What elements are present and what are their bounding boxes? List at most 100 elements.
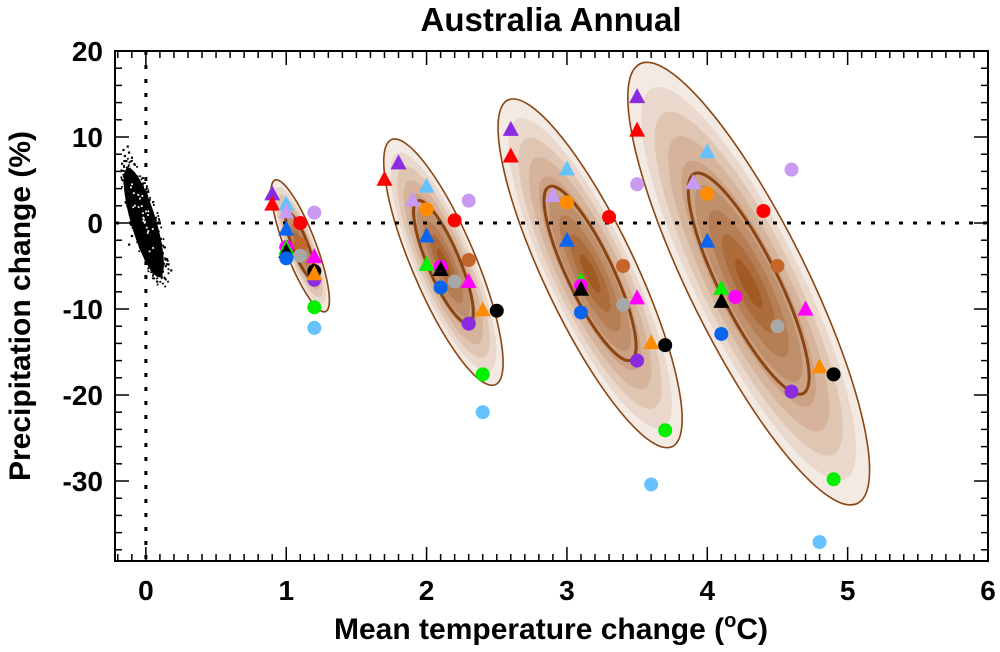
x-tick-label: 1 [278, 575, 294, 606]
chart-title: Australia Annual [421, 1, 682, 38]
triangle-marker-magenta [460, 273, 477, 289]
control-point [149, 268, 153, 271]
control-point [148, 198, 152, 202]
triangle-marker-magenta [306, 248, 323, 264]
x-tick-label: 4 [700, 575, 716, 606]
triangle-marker-purple [264, 185, 281, 201]
control-point [155, 272, 158, 275]
ellipse-outer-contour [497, 98, 683, 449]
circle-marker-lavender [630, 177, 645, 192]
control-point [162, 238, 165, 241]
triangle-marker-red [502, 147, 519, 163]
control-point [127, 178, 130, 181]
control-outlier-point [122, 148, 125, 152]
circle-marker-red [602, 209, 617, 224]
circle-marker-green [307, 300, 322, 315]
triangle-marker-lightblue [699, 143, 716, 159]
control-point [136, 175, 139, 178]
control-point [136, 241, 139, 244]
triangle-marker-lavender [544, 187, 561, 203]
control-point [141, 176, 144, 180]
circle-marker-brown [770, 259, 785, 274]
control-point [163, 277, 166, 280]
control-point [161, 270, 164, 273]
triangle-marker-orange [306, 265, 323, 281]
control-point [138, 250, 141, 253]
control-point [125, 190, 128, 193]
control-gap [132, 206, 135, 209]
control-point [129, 170, 132, 173]
control-point [153, 217, 156, 220]
x-axis-label-degree: o [724, 610, 736, 632]
control-point [123, 164, 126, 167]
control-point [124, 200, 127, 204]
control-point [140, 178, 143, 181]
control-outlier-point [121, 162, 124, 165]
control-gap [130, 183, 134, 186]
control-point [159, 243, 162, 246]
reference-lines [115, 51, 988, 561]
control-point [151, 277, 154, 280]
control-outlier-point [128, 151, 131, 154]
control-point [123, 182, 126, 185]
control-point [141, 252, 145, 255]
control-point [166, 280, 170, 283]
control-point [127, 164, 130, 167]
control-point [128, 161, 131, 164]
control-point [135, 165, 139, 168]
x-tick-label: 3 [559, 575, 575, 606]
circle-marker-grey [770, 319, 785, 334]
control-point [147, 267, 150, 270]
control-gap [141, 212, 145, 215]
triangle-marker-magenta [629, 289, 646, 305]
control-outlier-point [123, 154, 127, 158]
circle-marker-lightblue [644, 477, 659, 492]
control-point [167, 272, 170, 275]
y-tick-label: 0 [87, 208, 103, 239]
control-gap [146, 231, 149, 235]
control-point [126, 173, 129, 176]
control-point [152, 203, 155, 206]
triangle-marker-red [376, 170, 393, 186]
control-point [122, 173, 125, 176]
control-point [143, 257, 147, 260]
control-gap [146, 213, 150, 217]
control-point [161, 262, 164, 265]
control-point [123, 177, 126, 181]
triangle-marker-orange [643, 334, 660, 350]
control-point [163, 257, 167, 260]
control-point [129, 175, 133, 178]
triangle-marker-lavender [685, 174, 702, 190]
control-point [147, 270, 150, 273]
circle-marker-orange [559, 195, 574, 210]
control-point [148, 261, 151, 264]
control-point [131, 226, 135, 230]
ellipse-shade-ring [735, 259, 763, 309]
control-point [140, 182, 144, 186]
control-outlier-point [163, 246, 166, 249]
series-3 [502, 120, 673, 492]
axes [114, 50, 989, 562]
control-point [167, 268, 170, 271]
circle-marker-lightblue [812, 535, 827, 550]
control-gap [148, 250, 151, 253]
control-point [164, 285, 167, 288]
control-point [156, 211, 159, 215]
circle-marker-brown [293, 237, 308, 252]
circle-marker-black [489, 303, 504, 318]
control-gap [140, 204, 143, 208]
control-gap [145, 226, 148, 229]
control-gap [151, 227, 154, 231]
control-point [154, 219, 157, 222]
control-point [160, 277, 163, 280]
circle-marker-red [756, 203, 771, 218]
x-axis-label-unit: C) [736, 613, 768, 646]
control-scatter [120, 145, 173, 288]
control-point [131, 220, 134, 223]
control-point [126, 206, 129, 209]
triangle-marker-purple [502, 120, 519, 136]
control-point [151, 270, 155, 274]
x-tick-label: 0 [138, 575, 154, 606]
triangle-marker-lavender [278, 203, 295, 219]
